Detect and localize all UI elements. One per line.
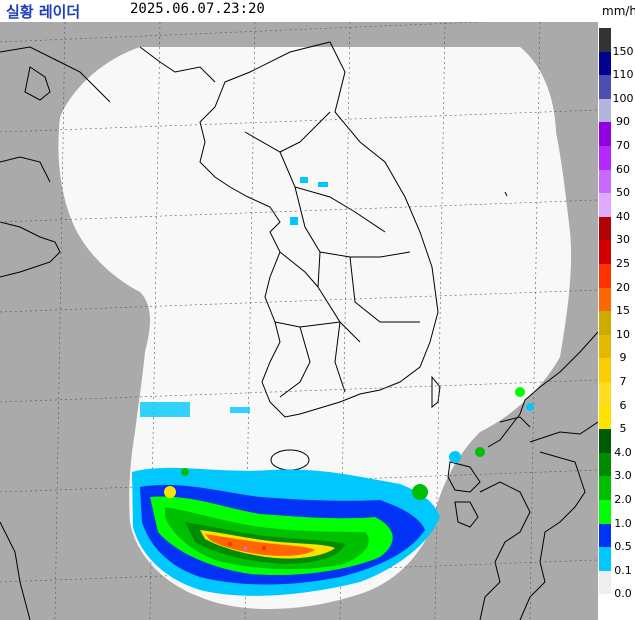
legend-unit: mm/h — [602, 4, 635, 18]
coastlines — [0, 41, 598, 620]
legend-label: 6 — [619, 398, 627, 412]
precipitation-legend: 150 110 100 90 70 60 50 40 30 25 20 15 10 9 7 6 5 4.0 3.0 2… — [599, 22, 635, 620]
legend-swatch — [599, 122, 611, 146]
legend-swatch — [599, 429, 611, 453]
legend-swatch — [599, 476, 611, 500]
legend-label: 10 — [616, 327, 630, 341]
legend-swatch — [599, 193, 611, 217]
observation-timestamp: 2025.06.07.23:20 — [130, 1, 265, 17]
legend-swatch — [599, 287, 611, 312]
legend-label: 100 — [612, 91, 634, 105]
legend-swatch — [599, 264, 611, 288]
legend-label: 40 — [616, 209, 630, 223]
legend-label: 7 — [619, 375, 627, 388]
legend-swatch — [599, 75, 611, 99]
legend-swatch — [599, 570, 611, 595]
legend-label: 9 — [619, 351, 627, 365]
legend-swatch — [599, 146, 611, 170]
legend-swatch — [599, 358, 611, 382]
legend-swatch — [599, 382, 611, 406]
legend-label: 70 — [616, 139, 630, 152]
legend-label: 3.0 — [614, 469, 632, 483]
precipitation-echoes — [132, 177, 534, 596]
legend-label: 0.5 — [614, 540, 632, 554]
legend-label: 15 — [616, 304, 630, 318]
legend-swatch — [599, 500, 611, 524]
legend-label: 50 — [616, 186, 630, 200]
legend-label: 2.0 — [614, 493, 632, 506]
legend-swatch — [599, 452, 611, 477]
page-title: 실황 레이더 — [6, 3, 81, 21]
legend-label: 20 — [616, 280, 630, 294]
radar-map — [0, 22, 598, 620]
legend-label: 150 — [612, 44, 634, 58]
legend-swatch — [599, 334, 611, 359]
legend-label: 30 — [616, 233, 630, 247]
legend-label: 1.0 — [614, 516, 632, 530]
legend-label: 0.1 — [614, 563, 632, 577]
legend-swatch — [599, 169, 611, 194]
legend-label: 110 — [612, 68, 634, 82]
legend-label: 25 — [616, 257, 630, 270]
legend-swatch — [599, 216, 611, 241]
legend-swatch — [599, 547, 611, 571]
legend-label: 90 — [616, 115, 630, 129]
legend-swatch — [599, 28, 611, 52]
legend-swatch — [599, 98, 611, 123]
legend-label: 60 — [616, 162, 630, 176]
header-bar: 실황 레이더 2025.06.07.23:20 — [0, 0, 600, 22]
legend-swatch — [599, 405, 611, 430]
legend-swatch — [599, 240, 611, 264]
legend-label: 0.0 — [614, 587, 632, 601]
legend-label: 4.0 — [614, 445, 632, 459]
legend-swatch — [599, 311, 611, 335]
legend-swatch — [599, 523, 611, 548]
legend-swatch — [599, 51, 611, 76]
legend-label: 5 — [619, 422, 627, 436]
